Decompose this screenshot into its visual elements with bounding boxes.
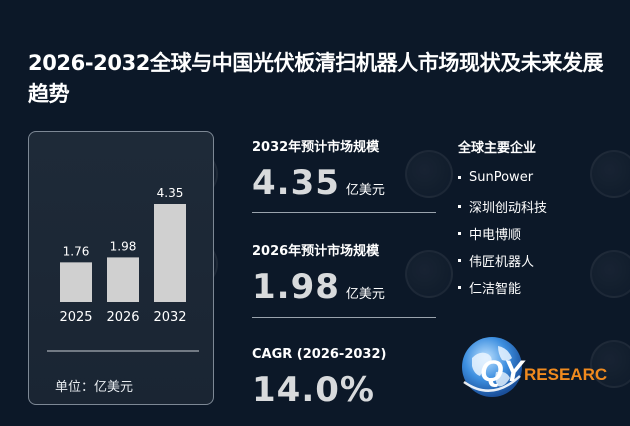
company-name: 仁洁智能 <box>469 282 522 297</box>
watermark-icon <box>590 150 630 198</box>
stat-2026-value: 1.98 <box>252 267 340 307</box>
category-label: 2025 <box>59 310 92 325</box>
company-name: 中电博顺 <box>469 228 522 243</box>
bar-value-label: 1.98 <box>110 239 137 253</box>
cagr-value: 14.0% <box>252 370 375 410</box>
unit-label: 单位：亿美元 <box>55 380 134 395</box>
watermark-icon <box>590 340 630 388</box>
watermark-icon <box>405 150 453 198</box>
bar-2026 <box>107 257 139 302</box>
stat-2032-value: 4.35 <box>252 163 340 203</box>
stat-2032-label: 2032年预计市场规模 <box>252 140 380 155</box>
qyresearch-logo: QY RESEARCH <box>462 337 608 397</box>
stat-2032-unit: 亿美元 <box>345 183 385 198</box>
cagr-row: 14.0% <box>252 370 375 410</box>
company-item: SunPower <box>458 170 533 185</box>
company-name: 深圳创动科技 <box>469 201 548 216</box>
category-label: 2026 <box>106 310 139 325</box>
bar-value-label: 4.35 <box>157 186 184 200</box>
cagr-label: CAGR (2026-2032) <box>252 347 387 362</box>
watermark-icon <box>590 250 630 298</box>
bullet-icon <box>458 205 461 208</box>
stat-2032-row: 4.35 亿美元 <box>252 163 385 203</box>
divider <box>252 317 436 318</box>
company-item: 仁洁智能 <box>458 278 521 297</box>
company-item: 伟匠机器人 <box>458 251 534 270</box>
bullet-icon <box>458 286 461 289</box>
bar-2032 <box>154 204 186 302</box>
category-label: 2032 <box>153 310 186 325</box>
bullet-icon <box>458 232 461 235</box>
stat-2026-row: 1.98 亿美元 <box>252 267 385 307</box>
bar-value-label: 1.76 <box>63 244 90 258</box>
divider <box>252 212 436 213</box>
company-item: 中电博顺 <box>458 224 521 243</box>
logo-wordmark: RESEARCH <box>524 365 608 384</box>
logo-letters: QY <box>480 355 526 388</box>
bullet-icon <box>458 176 461 179</box>
bullet-icon <box>458 259 461 262</box>
company-name: 伟匠机器人 <box>469 255 535 270</box>
stat-2026-label: 2026年预计市场规模 <box>252 244 380 259</box>
company-item: 深圳创动科技 <box>458 197 547 216</box>
watermark-icon <box>405 250 453 298</box>
company-name: SunPower <box>469 170 534 185</box>
bar-chart: 1.76 2025 1.98 2026 4.35 2032 <box>47 186 199 352</box>
page-title: 2026-2032全球与中国光伏板清扫机器人市场现状及未来发展趋势 <box>28 51 604 106</box>
companies-title: 全球主要企业 <box>458 141 537 156</box>
globe-icon <box>462 337 522 397</box>
stat-2026-unit: 亿美元 <box>345 287 385 302</box>
bar-2025 <box>60 262 92 302</box>
market-size-chart: 1.76 2025 1.98 2026 4.35 2032 单位：亿美元 <box>28 131 214 405</box>
